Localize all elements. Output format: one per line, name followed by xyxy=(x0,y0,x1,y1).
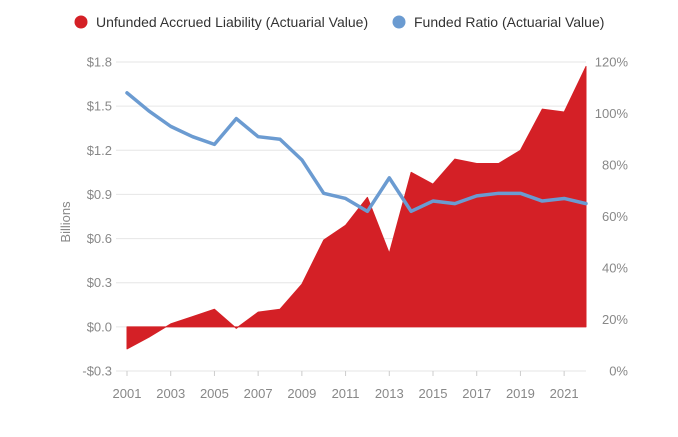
y-right-tick-label: 60% xyxy=(602,209,628,224)
legend-swatch-funded-ratio xyxy=(392,15,406,29)
x-tick-label: 2021 xyxy=(550,386,579,401)
legend: Unfunded Accrued Liability (Actuarial Va… xyxy=(74,14,605,30)
right-y-axis: 0% 20% 40% 60% 80% 100% 120% xyxy=(595,55,629,379)
y-left-tick-label: $0.6 xyxy=(87,231,112,246)
x-tick-label: 2011 xyxy=(332,386,360,401)
x-tick-label: 2007 xyxy=(244,386,273,401)
x-tick-label: 2001 xyxy=(113,386,142,401)
y-right-tick-label: 0% xyxy=(609,364,628,379)
legend-item-funded-ratio[interactable]: Funded Ratio (Actuarial Value) xyxy=(392,14,605,30)
y-left-tick-label: $0.0 xyxy=(87,319,112,334)
y-axis-title-left: Billions xyxy=(58,201,73,243)
x-axis: 2001 2003 2005 2007 2009 2011 2013 2015 2017 2019… xyxy=(113,371,579,401)
x-tick-label: 2017 xyxy=(462,386,491,401)
x-tick-label: 2015 xyxy=(419,386,448,401)
y-right-tick-label: 120% xyxy=(595,55,629,70)
y-right-tick-label: 80% xyxy=(602,158,628,173)
y-right-tick-label: 20% xyxy=(602,312,628,327)
y-left-tick-label: $0.3 xyxy=(87,275,112,290)
y-right-tick-label: 40% xyxy=(602,261,628,276)
legend-label-funded-ratio: Funded Ratio (Actuarial Value) xyxy=(414,14,604,30)
y-left-tick-label: -$0.3 xyxy=(82,364,112,379)
left-y-axis: -$0.3 $0.0 $0.3 $0.6 $0.9 $1.2 $1.5 $1.8 xyxy=(82,55,112,379)
y-left-tick-label: $1.5 xyxy=(87,99,112,114)
x-tick-label: 2003 xyxy=(156,386,185,401)
x-tick-label: 2005 xyxy=(200,386,229,401)
y-left-tick-label: $0.9 xyxy=(87,187,112,202)
legend-swatch-unfunded-liability xyxy=(74,15,88,29)
x-tick-label: 2009 xyxy=(287,386,316,401)
y-left-tick-label: $1.2 xyxy=(87,143,112,158)
funded-ratio-line-path xyxy=(125,91,588,214)
y-left-tick-label: $1.8 xyxy=(87,55,112,70)
y-right-tick-label: 100% xyxy=(595,106,629,121)
x-tick-label: 2019 xyxy=(506,386,535,401)
unfunded-liability-area-path xyxy=(126,65,587,350)
legend-label-unfunded-liability: Unfunded Accrued Liability (Actuarial Va… xyxy=(96,14,368,30)
unfunded-liability-area xyxy=(126,65,587,350)
legend-item-unfunded-liability[interactable]: Unfunded Accrued Liability (Actuarial Va… xyxy=(74,14,369,30)
x-tick-label: 2013 xyxy=(375,386,404,401)
funded-ratio-line xyxy=(125,91,588,214)
